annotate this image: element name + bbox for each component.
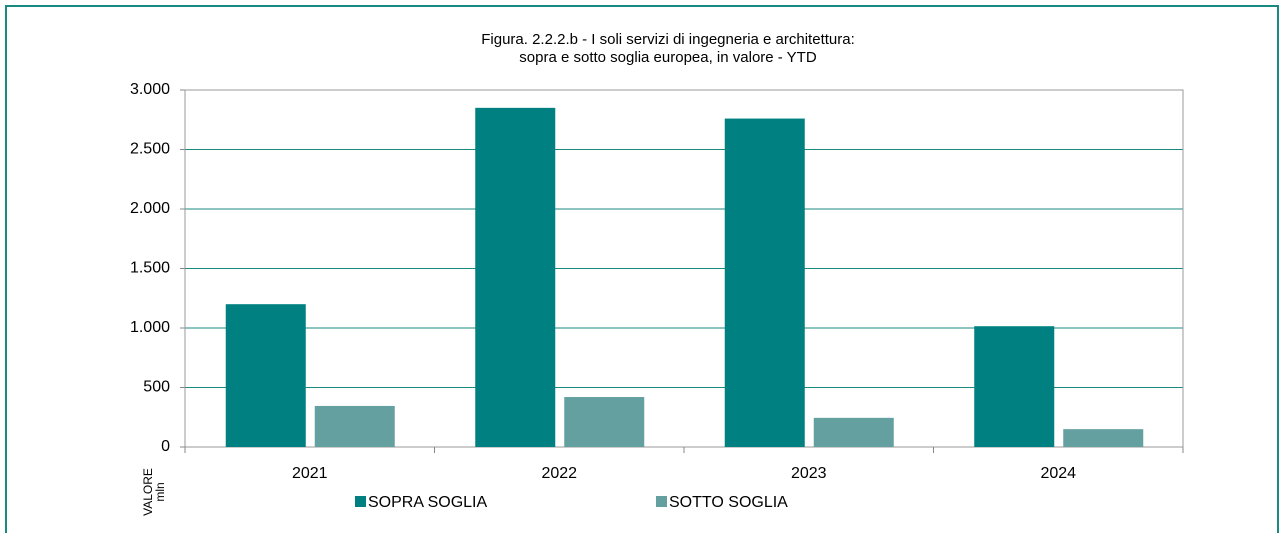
frame bbox=[5, 5, 1279, 533]
chart-title: Figura. 2.2.2.b - I soli servizi di inge… bbox=[481, 31, 855, 48]
y-axis-label-line: mln bbox=[153, 482, 167, 501]
y-tick-label: 0 bbox=[161, 438, 170, 455]
chart-title: sopra e sotto soglia europea, in valore … bbox=[519, 49, 817, 66]
x-tick-label: 2024 bbox=[1040, 465, 1076, 482]
bar bbox=[974, 326, 1055, 447]
bar bbox=[225, 304, 306, 447]
y-tick-label: 2.500 bbox=[130, 141, 170, 158]
x-tick-label: 2022 bbox=[541, 465, 577, 482]
y-axis-label-line: VALORE bbox=[141, 468, 155, 516]
bar bbox=[564, 397, 645, 447]
bar bbox=[314, 405, 395, 447]
y-tick-label: 2.000 bbox=[130, 200, 170, 217]
x-tick-label: 2023 bbox=[791, 465, 827, 482]
legend-label: SOTTO SOGLIA bbox=[669, 494, 788, 511]
legend-swatch bbox=[656, 496, 667, 507]
y-tick-label: 1.500 bbox=[130, 260, 170, 277]
legend-swatch bbox=[355, 496, 366, 507]
bar bbox=[813, 417, 894, 447]
bar bbox=[1063, 429, 1144, 447]
y-tick-label: 1.000 bbox=[130, 319, 170, 336]
y-tick-label: 3.000 bbox=[130, 81, 170, 98]
bar bbox=[724, 118, 805, 447]
x-tick-label: 2021 bbox=[292, 465, 328, 482]
y-tick-label: 500 bbox=[143, 379, 170, 396]
legend-label: SOPRA SOGLIA bbox=[368, 494, 487, 511]
bar bbox=[475, 107, 556, 447]
